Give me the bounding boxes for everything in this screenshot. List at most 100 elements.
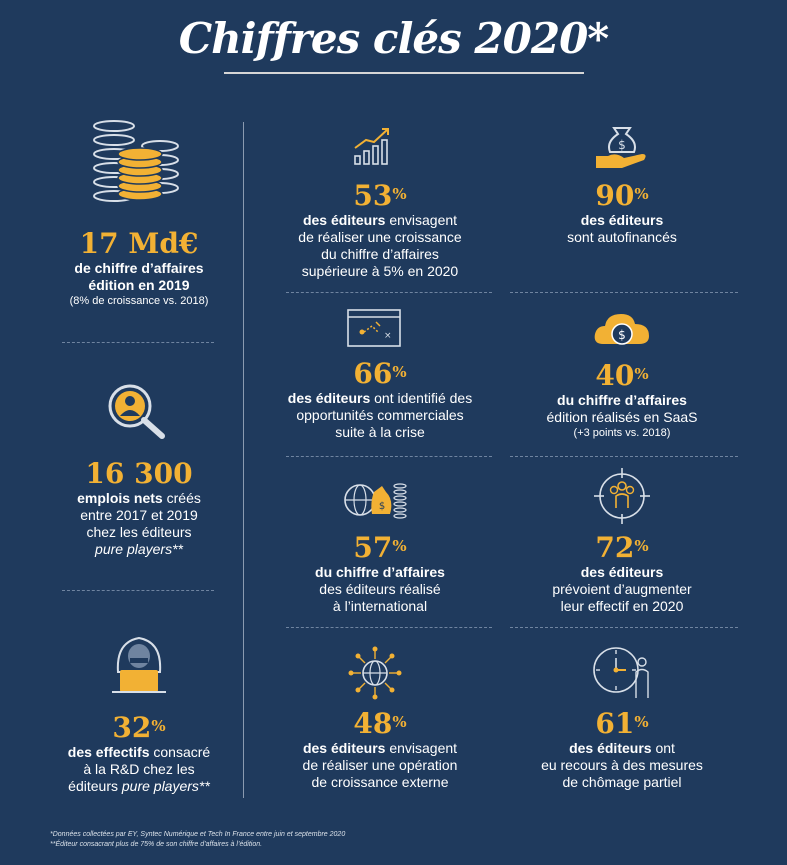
stat-value: 53 bbox=[353, 179, 393, 212]
stat-value: 16 300 bbox=[85, 457, 193, 490]
stat-bold: du chiffre d’affaires bbox=[315, 564, 445, 580]
stat-unit: % bbox=[392, 713, 407, 731]
stat-line: de chiffre d’affaires bbox=[74, 260, 204, 276]
stat-line: entre 2017 et 2019 bbox=[80, 507, 198, 523]
stat-unit: % bbox=[392, 363, 407, 381]
stat-value: 32 bbox=[112, 711, 152, 744]
stat-line: de réaliser une croissance bbox=[298, 229, 462, 245]
stat-unit: % bbox=[634, 185, 649, 203]
stat-value: 57 bbox=[353, 531, 393, 564]
stat-growth: 53% des éditeurs envisagent de réaliser … bbox=[266, 180, 494, 280]
stat-line: consacré bbox=[149, 744, 211, 760]
stat-line: éditeurs bbox=[68, 778, 122, 794]
stat-unit: % bbox=[634, 537, 649, 555]
separator bbox=[286, 456, 492, 457]
stat-line: de chômage partiel bbox=[562, 774, 682, 790]
footnote: *Données collectées par EY, Syntec Numér… bbox=[50, 831, 346, 838]
stat-line: envisagent bbox=[385, 740, 458, 756]
money-bag-hand-icon: $ bbox=[596, 127, 646, 168]
stat-line: eu recours à des mesures bbox=[541, 757, 703, 773]
stat-bold: des effectifs bbox=[67, 744, 150, 760]
stat-jobs: 16 300 emplois nets créés entre 2017 et … bbox=[40, 458, 238, 558]
stat-value: 48 bbox=[353, 707, 393, 740]
stat-line: ont bbox=[651, 740, 675, 756]
separator bbox=[286, 292, 492, 293]
stat-line: suite à la crise bbox=[335, 424, 425, 440]
stat-bold: des éditeurs bbox=[580, 212, 664, 228]
separator bbox=[286, 627, 492, 628]
stat-note: (8% de croissance vs. 2018) bbox=[69, 295, 209, 307]
stat-line: à la R&D chez les bbox=[83, 761, 195, 777]
stat-saas: 40% du chiffre d’affaires édition réalis… bbox=[508, 360, 736, 440]
stat-bold: du chiffre d’affaires bbox=[557, 392, 687, 408]
stat-line: de réaliser une opération bbox=[302, 757, 458, 773]
title-underline bbox=[224, 72, 584, 74]
stat-unit: % bbox=[392, 185, 407, 203]
stat-line: ont identifié des bbox=[370, 390, 473, 406]
vertical-divider bbox=[243, 122, 244, 798]
stat-bold: des éditeurs bbox=[302, 740, 386, 756]
stat-line: édition réalisés en SaaS bbox=[546, 409, 698, 425]
team-target-icon bbox=[594, 468, 650, 524]
stat-line: des éditeurs réalisé bbox=[319, 581, 441, 597]
stat-hiring: 72% des éditeurs prévoient d’augmenter l… bbox=[508, 532, 736, 615]
stat-note: (+3 points vs. 2018) bbox=[573, 427, 671, 439]
stat-line: prévoient d’augmenter bbox=[552, 581, 692, 597]
svg-text:×: × bbox=[384, 331, 392, 341]
stat-rnd: 32% des effectifs consacré à la R&D chez… bbox=[40, 712, 238, 795]
svg-text:$: $ bbox=[618, 138, 626, 152]
hacker-laptop-icon bbox=[112, 636, 166, 693]
stat-value: 61 bbox=[595, 707, 635, 740]
stat-line: du chiffre d’affaires bbox=[321, 246, 439, 262]
growth-chart-icon bbox=[354, 128, 389, 165]
separator bbox=[62, 590, 214, 591]
stat-line: de croissance externe bbox=[311, 774, 449, 790]
globe-money-icon: $ bbox=[344, 483, 407, 519]
page-title: Chiffres clés 2020* bbox=[178, 14, 610, 63]
stat-line: pure players** bbox=[95, 541, 183, 557]
stat-line: édition en 2019 bbox=[88, 277, 190, 293]
cloud-dollar-icon: $ bbox=[594, 314, 649, 345]
stat-furlough: 61% des éditeurs ont eu recours à des me… bbox=[508, 708, 736, 791]
stat-line: créés bbox=[162, 490, 201, 506]
stat-line: chez les éditeurs bbox=[86, 524, 192, 540]
separator bbox=[510, 456, 738, 457]
stat-bold: emplois nets bbox=[77, 490, 163, 506]
svg-text:$: $ bbox=[379, 501, 385, 512]
strategy-screen-icon: × bbox=[347, 309, 401, 347]
stat-line: pure players** bbox=[121, 778, 210, 794]
stat-line: opportunités commerciales bbox=[296, 407, 464, 423]
separator bbox=[62, 342, 214, 343]
stat-unit: % bbox=[634, 365, 649, 383]
stat-unit: % bbox=[634, 713, 649, 731]
stat-revenue: 17 Md€ de chiffre d’affaires édition en … bbox=[40, 228, 238, 308]
clock-person-icon bbox=[593, 647, 649, 698]
coin-stacks-icon bbox=[93, 120, 179, 202]
stat-line: à l’international bbox=[332, 598, 428, 614]
stat-line: supérieure à 5% en 2020 bbox=[301, 263, 459, 279]
stat-opportunities: 66% des éditeurs ont identifié des oppor… bbox=[266, 358, 494, 441]
stat-bold: des éditeurs bbox=[287, 390, 371, 406]
stat-value: 17 Md€ bbox=[79, 227, 199, 260]
stat-line: envisagent bbox=[385, 212, 458, 228]
svg-text:$: $ bbox=[618, 328, 626, 342]
stat-self-funded: 90% des éditeurs sont autofinancés bbox=[508, 180, 736, 246]
stat-line: sont autofinancés bbox=[567, 229, 677, 245]
stat-international: 57% du chiffre d’affaires des éditeurs r… bbox=[266, 532, 494, 615]
stat-value: 72 bbox=[595, 531, 635, 564]
separator bbox=[510, 627, 738, 628]
stat-bold: des éditeurs bbox=[580, 564, 664, 580]
stat-external: 48% des éditeurs envisagent de réaliser … bbox=[266, 708, 494, 791]
stat-value: 66 bbox=[353, 357, 393, 390]
stat-unit: % bbox=[392, 537, 407, 555]
footnote: **Éditeur consacrant plus de 75% de son … bbox=[50, 841, 263, 848]
stat-value: 90 bbox=[595, 179, 635, 212]
separator bbox=[510, 292, 738, 293]
stat-value: 40 bbox=[595, 359, 635, 392]
stat-bold: des éditeurs bbox=[302, 212, 386, 228]
person-magnifier-icon bbox=[108, 384, 165, 439]
network-globe-icon bbox=[348, 646, 402, 700]
stat-unit: % bbox=[151, 717, 166, 735]
stat-bold: des éditeurs bbox=[569, 740, 652, 756]
stat-line: leur effectif en 2020 bbox=[560, 598, 684, 614]
